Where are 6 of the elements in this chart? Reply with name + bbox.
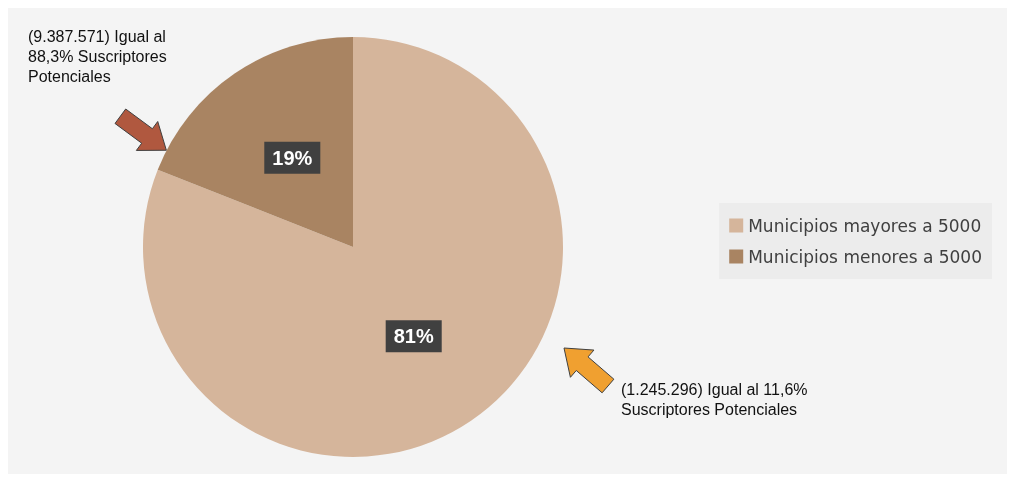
text: (1.245.296) Igual al 11,6% Suscriptores Potenciales	[621, 380, 808, 418]
legend-label: Municipios menores a 5000	[748, 246, 983, 267]
data-label: 81%	[393, 325, 434, 348]
text: (9.387.571) Igual al 88,3% Suscriptores Potenciales	[28, 27, 167, 85]
legend-label: Municipios mayores a 5000	[748, 215, 982, 236]
data-label: 19%	[272, 146, 313, 169]
